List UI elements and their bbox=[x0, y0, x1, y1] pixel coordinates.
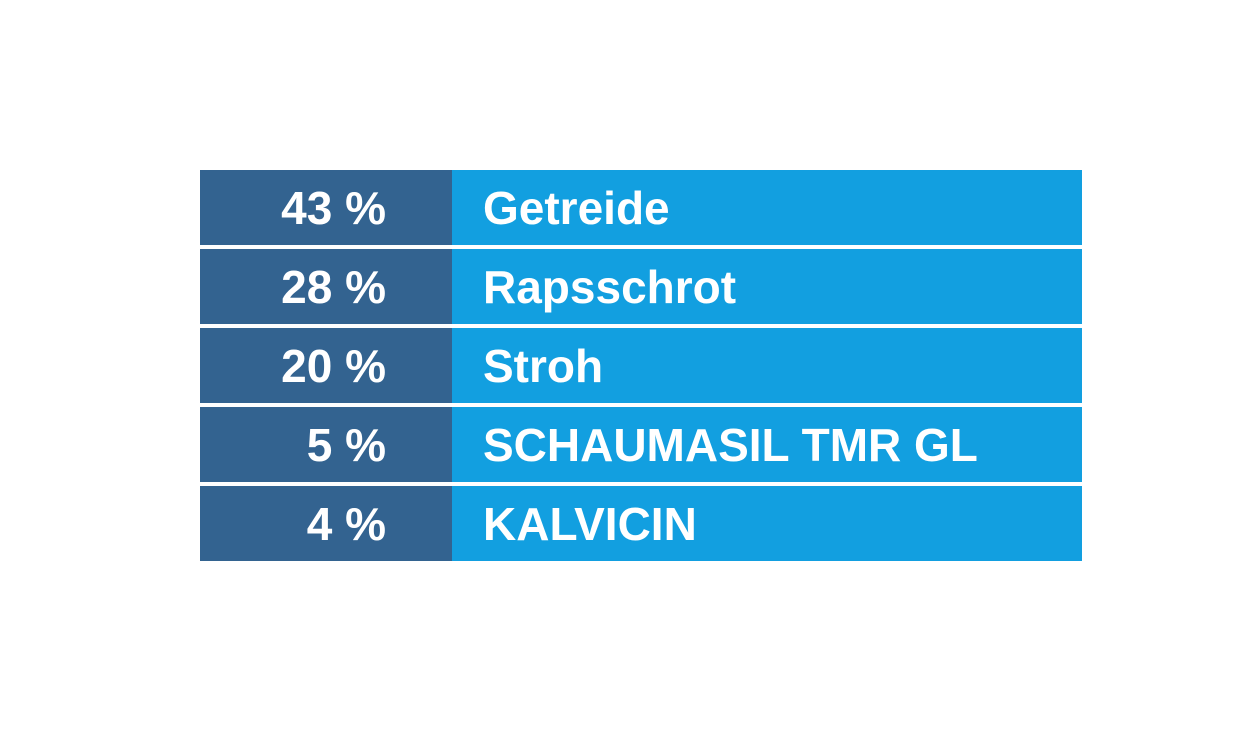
ingredient-label-cell: Rapsschrot bbox=[452, 249, 1082, 324]
percent-cell: 28 % bbox=[200, 249, 452, 324]
percent-cell: 43 % bbox=[200, 170, 452, 245]
ingredient-label-cell: KALVICIN bbox=[452, 486, 1082, 561]
table-row: 4 % KALVICIN bbox=[200, 486, 1082, 561]
percent-cell: 4 % bbox=[200, 486, 452, 561]
percent-cell: 5 % bbox=[200, 407, 452, 482]
table-row: 20 % Stroh bbox=[200, 328, 1082, 403]
ingredient-label-cell: Stroh bbox=[452, 328, 1082, 403]
table-row: 28 % Rapsschrot bbox=[200, 249, 1082, 324]
table-row: 5 % SCHAUMASIL TMR GL bbox=[200, 407, 1082, 482]
ingredient-label-cell: Getreide bbox=[452, 170, 1082, 245]
table-row: 43 % Getreide bbox=[200, 170, 1082, 245]
percent-cell: 20 % bbox=[200, 328, 452, 403]
ration-composition-table: 43 % Getreide 28 % Rapsschrot 20 % Stroh… bbox=[200, 170, 1082, 561]
ingredient-label-cell: SCHAUMASIL TMR GL bbox=[452, 407, 1082, 482]
